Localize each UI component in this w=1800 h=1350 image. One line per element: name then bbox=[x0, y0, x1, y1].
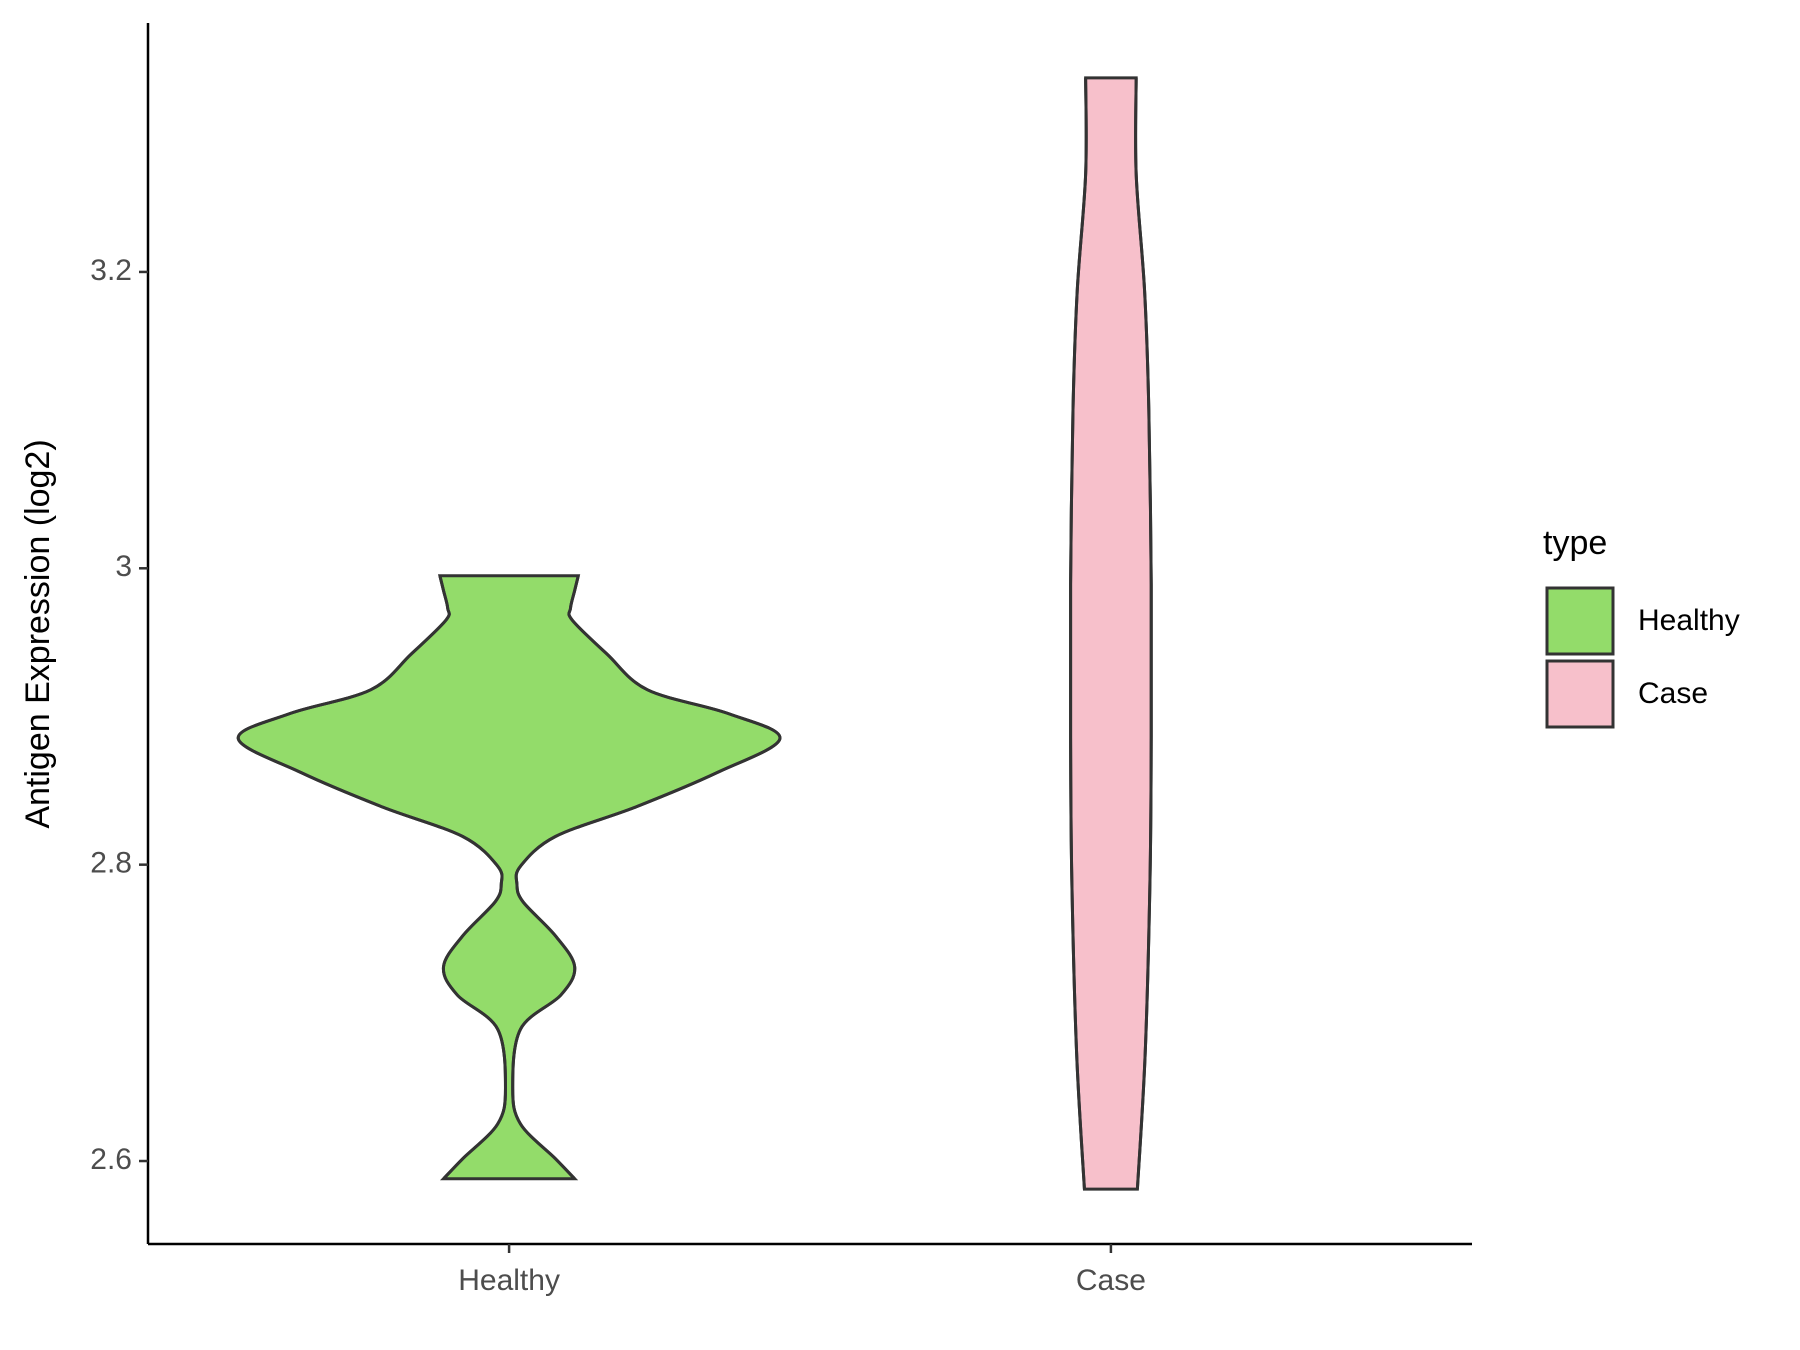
y-tick-label: 2.8 bbox=[90, 847, 132, 880]
violin-body bbox=[236, 574, 782, 1181]
violin-left-edge bbox=[1068, 77, 1088, 1190]
legend-label: Case bbox=[1638, 677, 1708, 710]
y-tick-label: 2.6 bbox=[90, 1143, 132, 1176]
violin-right-edge bbox=[511, 575, 782, 1180]
legend-swatch bbox=[1545, 659, 1615, 729]
legend-swatch bbox=[1545, 586, 1615, 656]
legend-label: Healthy bbox=[1638, 604, 1740, 637]
violin-left-edge bbox=[236, 575, 507, 1180]
violin-right-edge bbox=[1134, 77, 1153, 1190]
x-tick-label: Case bbox=[1076, 1264, 1146, 1297]
x-tick-label: Healthy bbox=[458, 1264, 560, 1297]
legend-title: type bbox=[1543, 524, 1607, 562]
y-tick-label: 3 bbox=[115, 550, 132, 583]
y-axis-label: Antigen Expression (log2) bbox=[19, 439, 57, 828]
y-tick-label: 3.2 bbox=[90, 254, 132, 287]
violin-body bbox=[1068, 76, 1153, 1191]
